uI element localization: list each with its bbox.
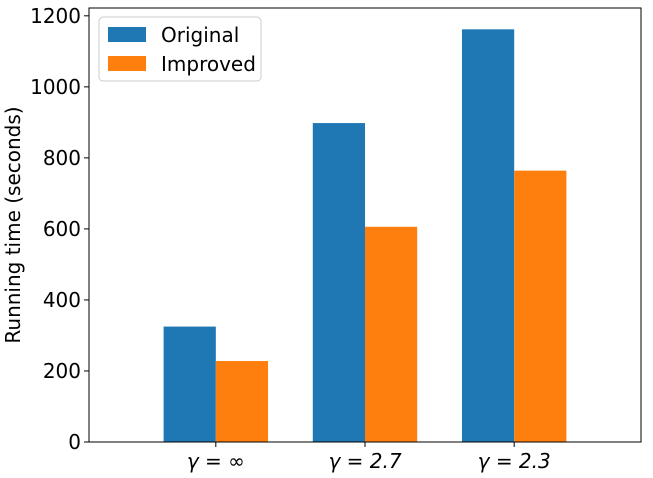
bar-original-1	[312, 123, 365, 442]
legend: Original Improved	[98, 16, 262, 82]
x-tick-label: γ = 2.3	[478, 449, 551, 473]
legend-swatch-improved	[108, 56, 146, 71]
bars-layer	[163, 29, 567, 443]
x-axis-ticks: γ = ∞ γ = 2.7 γ = 2.3	[187, 442, 551, 473]
bar-improved-1	[365, 226, 418, 442]
y-tick-label: 1200	[30, 4, 81, 28]
bar-improved-0	[215, 361, 269, 442]
y-tick-label: 400	[43, 288, 81, 312]
legend-label-improved: Improved	[161, 52, 256, 76]
x-tick-label: γ = ∞	[187, 449, 245, 473]
legend-swatch-original	[108, 27, 146, 42]
y-tick-label: 600	[43, 217, 81, 241]
x-tick-label: γ = 2.7	[328, 449, 401, 473]
legend-label-original: Original	[161, 23, 239, 47]
plot-frame	[88, 7, 642, 443]
y-axis-ticks: 0 200 400 600 800 1000 1200	[30, 4, 89, 454]
y-axis-title: Running time (seconds)	[1, 106, 25, 343]
y-tick-label: 200	[43, 359, 81, 383]
y-tick-label: 1000	[30, 75, 81, 99]
y-tick-label: 800	[43, 146, 81, 170]
bar-improved-2	[514, 170, 567, 443]
bar-original-0	[163, 326, 216, 442]
bar-original-2	[461, 29, 515, 443]
y-tick-label: 0	[68, 430, 81, 454]
